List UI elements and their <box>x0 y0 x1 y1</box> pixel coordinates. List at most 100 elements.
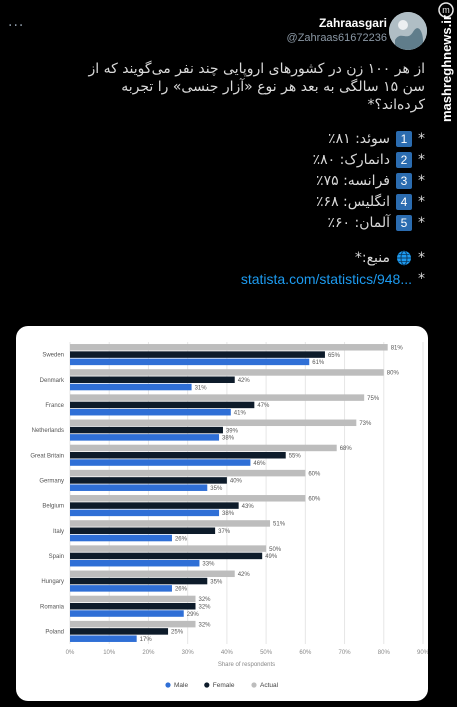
bar-male <box>70 585 172 592</box>
user-handle: @Zahraas61672236 <box>286 32 387 44</box>
category-label: Hungary <box>41 579 64 585</box>
bar-actual <box>70 394 365 401</box>
data-label: 29% <box>187 612 200 618</box>
bar-actual <box>70 520 271 527</box>
data-label: 80% <box>387 371 400 377</box>
bar-female <box>70 628 169 635</box>
bar-male <box>70 635 137 642</box>
bar-female <box>70 477 227 484</box>
tweet-line-2: سن ۱۵ سالگی به بعد هر نوع «آزار جنسی» را… <box>121 79 425 95</box>
data-label: 32% <box>199 605 212 611</box>
bar-actual <box>70 545 267 552</box>
data-label: 35% <box>210 486 223 492</box>
x-tick-label: 50% <box>260 650 273 656</box>
data-label: 32% <box>199 622 212 628</box>
data-label: 31% <box>195 385 208 391</box>
list-item-text: سوئد: ۸۱٪ <box>328 130 390 147</box>
data-label: 32% <box>199 597 212 603</box>
x-tick-label: 30% <box>182 650 195 656</box>
category-label: Great Britain <box>30 453 64 459</box>
tweet-line-3: کرده‌اند؟* <box>367 97 425 113</box>
x-tick-label: 70% <box>339 650 352 656</box>
data-label: 43% <box>242 504 255 510</box>
username[interactable]: Zahraasgari <box>318 16 387 30</box>
data-label: 55% <box>289 454 302 460</box>
bar-female <box>70 376 235 383</box>
data-label: 47% <box>257 403 270 409</box>
bar-female <box>70 426 223 434</box>
bar-actual <box>70 469 306 477</box>
bar-female <box>70 527 216 534</box>
data-label: 75% <box>367 396 380 402</box>
tweet-author[interactable]: Zahraasgari @Zahraas61672236 <box>287 16 387 44</box>
list-item-text: فرانسه: ۷۵٪ <box>316 172 390 189</box>
source-link[interactable]: statista.com/statistics/948... <box>240 270 412 287</box>
bar-male <box>70 408 231 416</box>
number-badge: 4 <box>396 193 412 210</box>
category-label: Italy <box>53 529 64 535</box>
bar-actual <box>70 620 196 628</box>
data-label: 40% <box>230 479 243 485</box>
bar-male <box>70 509 220 517</box>
bar-male <box>70 358 310 366</box>
watermark-logo: m mashreghnews.ir <box>438 2 454 122</box>
bar-female <box>70 552 263 560</box>
data-label: 42% <box>238 378 251 384</box>
data-label: 81% <box>391 346 404 352</box>
number-badge: 2 <box>396 151 412 168</box>
list-item-text: دانمارک: ۸۰٪ <box>312 151 390 168</box>
bar-male <box>70 434 220 441</box>
bar-actual <box>70 495 306 502</box>
number-badge: 3 <box>396 172 412 189</box>
data-label: 49% <box>265 554 278 560</box>
category-label: Poland <box>45 629 64 635</box>
bar-female <box>70 401 255 409</box>
list-item: * 3 فرانسه: ۷۵٪ <box>316 172 425 189</box>
data-label: 50% <box>269 547 282 553</box>
bar-male <box>70 559 200 567</box>
bar-female <box>70 502 239 509</box>
data-label: 73% <box>359 421 372 427</box>
category-label: Netherlands <box>32 428 64 434</box>
x-axis-label: Share of respondents <box>218 662 275 668</box>
x-tick-label: 80% <box>378 650 391 656</box>
x-tick-label: 0% <box>66 650 75 656</box>
category-label: Belgium <box>42 504 64 510</box>
number-badge: 1 <box>396 130 412 147</box>
data-label: 60% <box>308 497 321 503</box>
data-label: 46% <box>253 461 266 467</box>
data-label: 38% <box>222 511 235 517</box>
number-badge: 5 <box>396 214 412 231</box>
chart-image[interactable]: 0% 10% 20% 30% 40% 50% 60% 70% 80% 90% Share of re… <box>16 326 428 701</box>
source-link-line: * statista.com/statistics/948... <box>240 270 425 287</box>
avatar[interactable] <box>389 12 427 50</box>
bar-actual <box>70 369 384 376</box>
bar-male <box>70 484 208 491</box>
data-label: 37% <box>218 529 231 535</box>
data-label: 42% <box>238 572 251 578</box>
category-label: Romania <box>40 604 65 610</box>
legend-swatch <box>204 682 210 688</box>
bar-male <box>70 610 184 617</box>
bar-actual <box>70 570 235 578</box>
bar-actual <box>70 419 357 427</box>
legend-swatch <box>165 682 171 688</box>
x-tick-label: 40% <box>221 650 234 656</box>
data-label: 33% <box>202 561 215 567</box>
data-label: 61% <box>312 360 325 366</box>
bar-female <box>70 577 208 585</box>
data-label: 17% <box>140 637 153 643</box>
more-options-button[interactable]: ... <box>8 14 25 30</box>
source-line: * منبع:* <box>354 249 425 266</box>
bar-female <box>70 351 325 358</box>
data-label: 39% <box>226 428 239 434</box>
list-item: * 2 دانمارک: ۸۰٪ <box>312 151 425 168</box>
bar-female <box>70 452 286 459</box>
legend-entry: Actual <box>260 682 279 689</box>
list-item-text: انگلیس: ۶۸٪ <box>316 193 390 210</box>
category-label: France <box>45 403 64 409</box>
bar-actual <box>70 444 337 452</box>
source-block: * منبع:* * statista.com/statistics/948..… <box>8 247 425 289</box>
bar-male <box>70 383 192 391</box>
list-item-text: آلمان: ۶۰٪ <box>327 214 390 231</box>
